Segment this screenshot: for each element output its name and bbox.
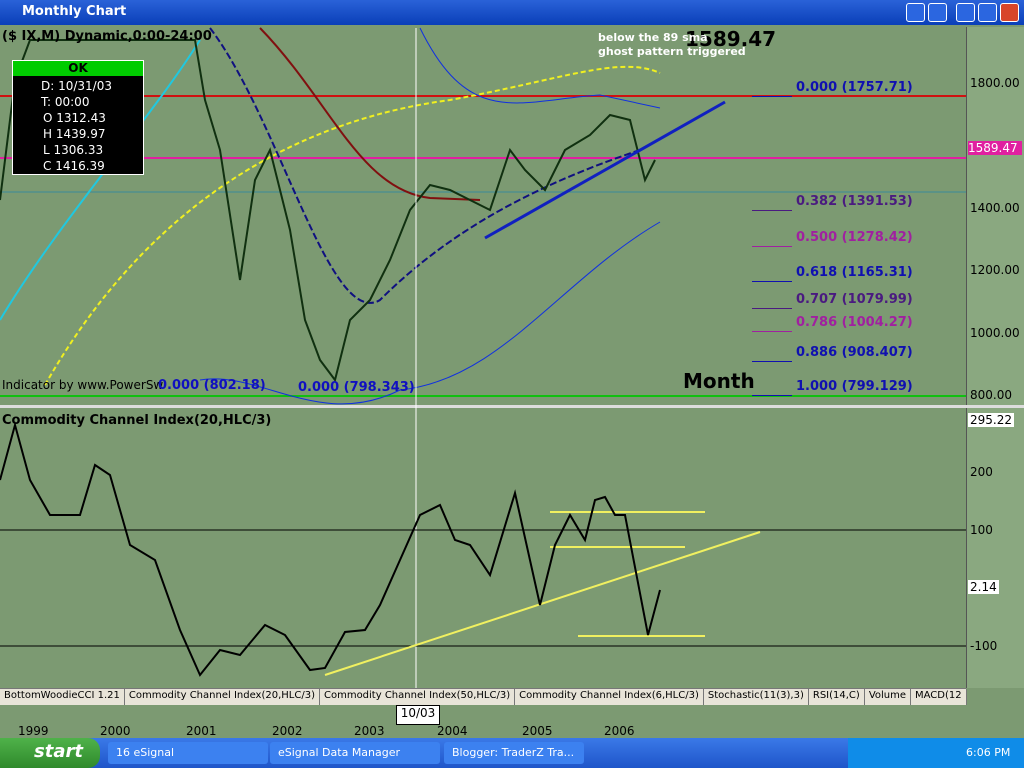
fib-label: 0.786 (1004.27) <box>796 315 913 330</box>
task-button[interactable]: 16 eSignal <box>108 742 268 764</box>
year-label: 2001 <box>186 724 217 738</box>
indicator-tab[interactable]: RSI(14,C) <box>809 689 865 705</box>
annotation: below the 89 sma <box>598 31 708 44</box>
maximize-button[interactable] <box>978 3 997 22</box>
year-label: 2002 <box>272 724 303 738</box>
task-button[interactable]: eSignal Data Manager <box>270 742 440 764</box>
clock: 6:06 PM <box>966 746 1011 759</box>
window-title: Monthly Chart <box>22 4 127 19</box>
time-axis <box>0 704 1024 738</box>
task-button[interactable]: Blogger: TraderZ Tra... <box>444 742 584 764</box>
cci-axis <box>966 408 1024 688</box>
fib-label: 0.886 (908.407) <box>796 345 913 360</box>
system-tray: 6:06 PM <box>848 738 1024 768</box>
low-label: 0.000 (798.343) <box>298 380 415 395</box>
info-row: T: 00:00 <box>41 95 90 109</box>
period-label: Month <box>683 369 755 393</box>
indicator-tab[interactable]: Volume <box>865 689 912 705</box>
cci-tick-label: 100 <box>970 523 993 537</box>
cci-title: Commodity Channel Index(20,HLC/3) <box>2 413 272 428</box>
fib-marker <box>752 210 792 211</box>
year-label: 1999 <box>18 724 49 738</box>
fib-label: 0.500 (1278.42) <box>796 230 913 245</box>
cci-tick-label: 295.22 <box>968 413 1014 427</box>
price-axis <box>966 27 1024 405</box>
fib-label: 0.000 (1757.71) <box>796 80 913 95</box>
fib-label: 1.000 (799.129) <box>796 379 913 394</box>
indicator-tab[interactable]: Commodity Channel Index(20,HLC/3) <box>125 689 320 705</box>
start-button[interactable]: start <box>0 738 100 768</box>
help-button[interactable] <box>906 3 925 22</box>
fib-marker <box>752 246 792 247</box>
price-tick-label: 1000.00 <box>970 326 1020 340</box>
chart-header: ($ IX,M) Dynamic,0:00-24:00 <box>2 29 212 44</box>
fib-marker <box>752 361 792 362</box>
year-label: 2004 <box>437 724 468 738</box>
cci-tick-label: 200 <box>970 465 993 479</box>
minimize-button[interactable] <box>956 3 975 22</box>
indicator-tab[interactable]: Stochastic(11(3),3) <box>704 689 809 705</box>
cci-tick-label: -100 <box>970 639 998 653</box>
close-button[interactable] <box>1000 3 1019 22</box>
indicator-tab[interactable]: BottomWoodieCCI 1.21 <box>0 689 125 705</box>
year-label: 2003 <box>354 724 385 738</box>
price-marker: 1589.47 <box>968 141 1022 155</box>
cursor-date: 10/03 <box>396 705 440 725</box>
fib-marker <box>752 281 792 282</box>
annotation: ghost pattern triggered <box>598 45 746 58</box>
fib-marker <box>752 395 792 396</box>
last-price: 1589.47 <box>685 27 777 51</box>
fib-label: 0.618 (1165.31) <box>796 265 913 280</box>
indicator-tabs: BottomWoodieCCI 1.21 Commodity Channel In… <box>0 688 967 705</box>
price-tick-label: 1200.00 <box>970 263 1020 277</box>
fib-marker <box>752 308 792 309</box>
year-label: 2006 <box>604 724 635 738</box>
year-label: 2000 <box>100 724 131 738</box>
fib-marker <box>752 331 792 332</box>
price-tick-label: 1800.00 <box>970 76 1020 90</box>
info-row: L 1306.33 <box>43 143 104 157</box>
info-row: C 1416.39 <box>43 159 105 173</box>
info-status: OK <box>13 61 143 76</box>
year-label: 2005 <box>522 724 553 738</box>
info-row: O 1312.43 <box>43 111 106 125</box>
info-row: D: 10/31/03 <box>41 79 112 93</box>
chart-drawing <box>0 27 966 705</box>
cci-tick-label: 2.14 <box>968 580 999 594</box>
title-bar: Monthly Chart <box>0 0 1024 25</box>
indicator-tab[interactable]: MACD(12 <box>911 689 967 705</box>
indicator-credit: Indicator by www.PowerSw <box>2 378 164 392</box>
price-tick-label: 800.00 <box>970 388 1012 402</box>
panel-divider <box>0 405 1024 408</box>
price-tick-label: 1400.00 <box>970 201 1020 215</box>
cci-panel <box>0 408 966 688</box>
info-row: H 1439.97 <box>43 127 106 141</box>
fib-label: 0.382 (1391.53) <box>796 194 913 209</box>
indicator-tab[interactable]: Commodity Channel Index(6,HLC/3) <box>515 689 704 705</box>
indicator-tab[interactable]: Commodity Channel Index(50,HLC/3) <box>320 689 516 705</box>
fib-label: 0.707 (1079.99) <box>796 292 913 307</box>
close-chart-button[interactable] <box>928 3 947 22</box>
info-box: OK D: 10/31/03 T: 00:00 O 1312.43 H 1439.97… <box>12 60 144 175</box>
fib-marker <box>752 96 792 97</box>
low-label: 0.000 (802.18) <box>158 378 266 393</box>
price-panel <box>0 27 966 405</box>
